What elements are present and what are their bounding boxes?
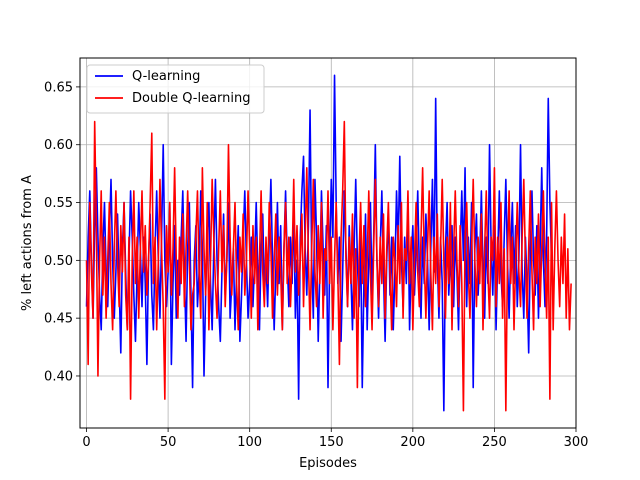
x-tick-label: 100 (237, 435, 262, 450)
axes-frame (79, 57, 577, 429)
legend: Q-learning Double Q-learning (86, 64, 265, 114)
y-tick-label: 0.40 (44, 369, 73, 384)
y-tick-label: 0.60 (44, 138, 73, 153)
y-tick-label: 0.55 (44, 196, 73, 211)
y-tick-label: 0.45 (44, 312, 73, 327)
x-tick-label: 200 (400, 435, 425, 450)
axis-ticks: 0 50 100 150 200 250 300 0.40 0.45 0.50 0.55 0.60 0.… (44, 80, 588, 450)
series-line-double-q-learning (85, 120, 572, 412)
y-tick-label: 0.65 (44, 80, 73, 95)
x-tick-label: 0 (82, 435, 90, 450)
y-axis-label: % left actions from A (20, 175, 35, 311)
legend-label-double-q-learning: Double Q-learning (132, 91, 251, 106)
x-tick-label: 50 (160, 435, 177, 450)
x-tick-label: 250 (482, 435, 507, 450)
y-tick-label: 0.50 (44, 254, 73, 269)
x-tick-label: 300 (564, 435, 589, 450)
x-axis-label: Episodes (299, 456, 357, 471)
legend-box (86, 64, 265, 114)
legend-label-q-learning: Q-learning (132, 69, 200, 84)
x-tick-label: 150 (319, 435, 344, 450)
series-layer (85, 74, 572, 412)
